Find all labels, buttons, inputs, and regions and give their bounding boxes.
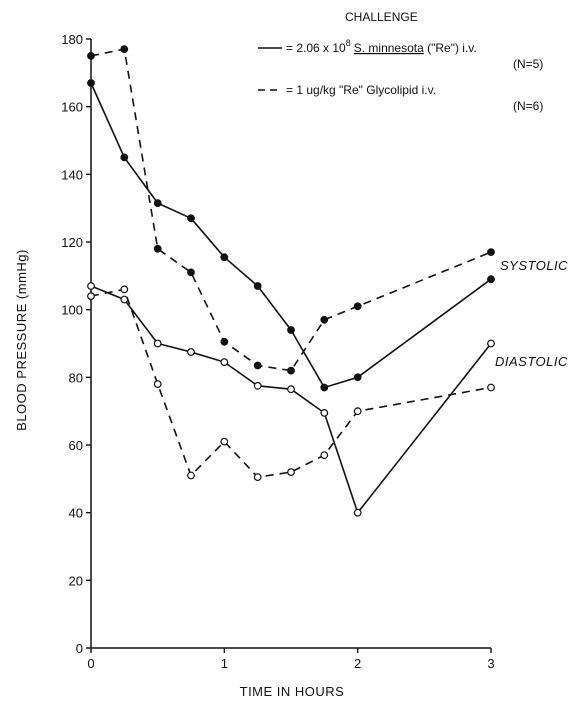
data-point: [320, 451, 329, 460]
data-point: [87, 79, 95, 87]
data-point: [320, 315, 329, 324]
data-point: [487, 339, 495, 348]
data-point: [287, 366, 295, 375]
data-point: [153, 339, 162, 348]
data-point: [353, 302, 362, 311]
series-line: [90, 48, 492, 372]
data-point: [487, 383, 495, 392]
data-point: [220, 337, 229, 346]
series-systolic-solid: [87, 79, 495, 392]
series-diastolic-solid: [87, 282, 495, 517]
data-point: [253, 381, 262, 390]
data-point: [87, 282, 95, 290]
x-tick-label: 2: [354, 656, 361, 671]
data-point: [220, 437, 229, 446]
data-point: [87, 52, 95, 60]
data-point: [220, 358, 229, 367]
data-point: [320, 383, 329, 392]
legend-entry-1-suffix: ("Re") i.v.: [424, 41, 477, 55]
data-point: [353, 508, 362, 517]
y-tick-label: 40: [69, 506, 83, 521]
legend-entry-2-n: (N=6): [513, 99, 543, 113]
y-tick-label: 60: [69, 438, 83, 453]
series-layer: [87, 45, 495, 517]
data-point: [287, 385, 295, 394]
data-point: [220, 253, 229, 262]
data-point: [253, 473, 262, 482]
series-systolic-dashed: [87, 45, 495, 375]
data-point: [87, 292, 95, 301]
legend-entry-1-prefix: = 2.06 x 10: [286, 41, 346, 55]
data-point: [320, 409, 329, 417]
y-tick-label: 140: [61, 167, 83, 182]
data-point: [253, 282, 262, 290]
data-point: [253, 361, 262, 370]
legend-entry-1: = 2.06 x 108 S. minnesota ("Re") i.v.: [286, 38, 477, 55]
systolic-annotation: SYSTOLIC: [500, 258, 568, 273]
data-point: [120, 153, 129, 162]
data-point: [120, 45, 129, 53]
x-axis-title: TIME IN HOURS: [240, 684, 345, 699]
y-axis-title: BLOOD PRESSURE (mmHg): [14, 249, 29, 431]
data-point: [187, 348, 195, 356]
series-line: [90, 288, 492, 478]
y-tick-label: 120: [61, 235, 83, 250]
legend: CHALLENGE = 2.06 x 108 S. minnesota ("Re"…: [258, 10, 543, 113]
data-point: [487, 248, 495, 257]
data-point: [353, 407, 362, 416]
x-tick-label: 0: [87, 656, 94, 671]
y-tick-label: 100: [61, 303, 83, 318]
data-point: [487, 275, 495, 284]
y-tick-label: 160: [61, 100, 83, 115]
data-point: [287, 326, 295, 334]
data-point: [287, 468, 295, 477]
legend-entry-1-superscript: 8: [346, 38, 351, 48]
x-tick-label: 1: [221, 656, 228, 671]
data-point: [153, 199, 162, 208]
data-point: [120, 285, 129, 294]
data-point: [187, 471, 195, 480]
y-tick-label: 0: [76, 641, 83, 656]
x-tick-label: 3: [487, 656, 494, 671]
data-point: [187, 268, 195, 277]
y-tick-label: 20: [69, 573, 83, 588]
axes: 0 20 40 60 80 100 120 140 160 180 0 1 2 3: [61, 32, 494, 671]
legend-heading: CHALLENGE: [345, 10, 418, 24]
legend-entry-1-organism: S. minnesota: [354, 41, 424, 55]
series-line: [90, 285, 492, 514]
diastolic-annotation: DIASTOLIC: [495, 354, 568, 369]
data-point: [153, 244, 162, 253]
legend-entry-2: = 1 ug/kg "Re" Glycolipid i.v.: [286, 83, 436, 97]
data-point: [187, 214, 195, 223]
data-point: [153, 380, 162, 389]
series-diastolic-dashed: [87, 285, 495, 482]
y-tick-label: 180: [61, 32, 83, 47]
data-point: [353, 373, 362, 382]
legend-entry-1-n: (N=5): [513, 57, 543, 71]
series-line: [90, 82, 492, 389]
y-tick-label: 80: [69, 370, 83, 385]
